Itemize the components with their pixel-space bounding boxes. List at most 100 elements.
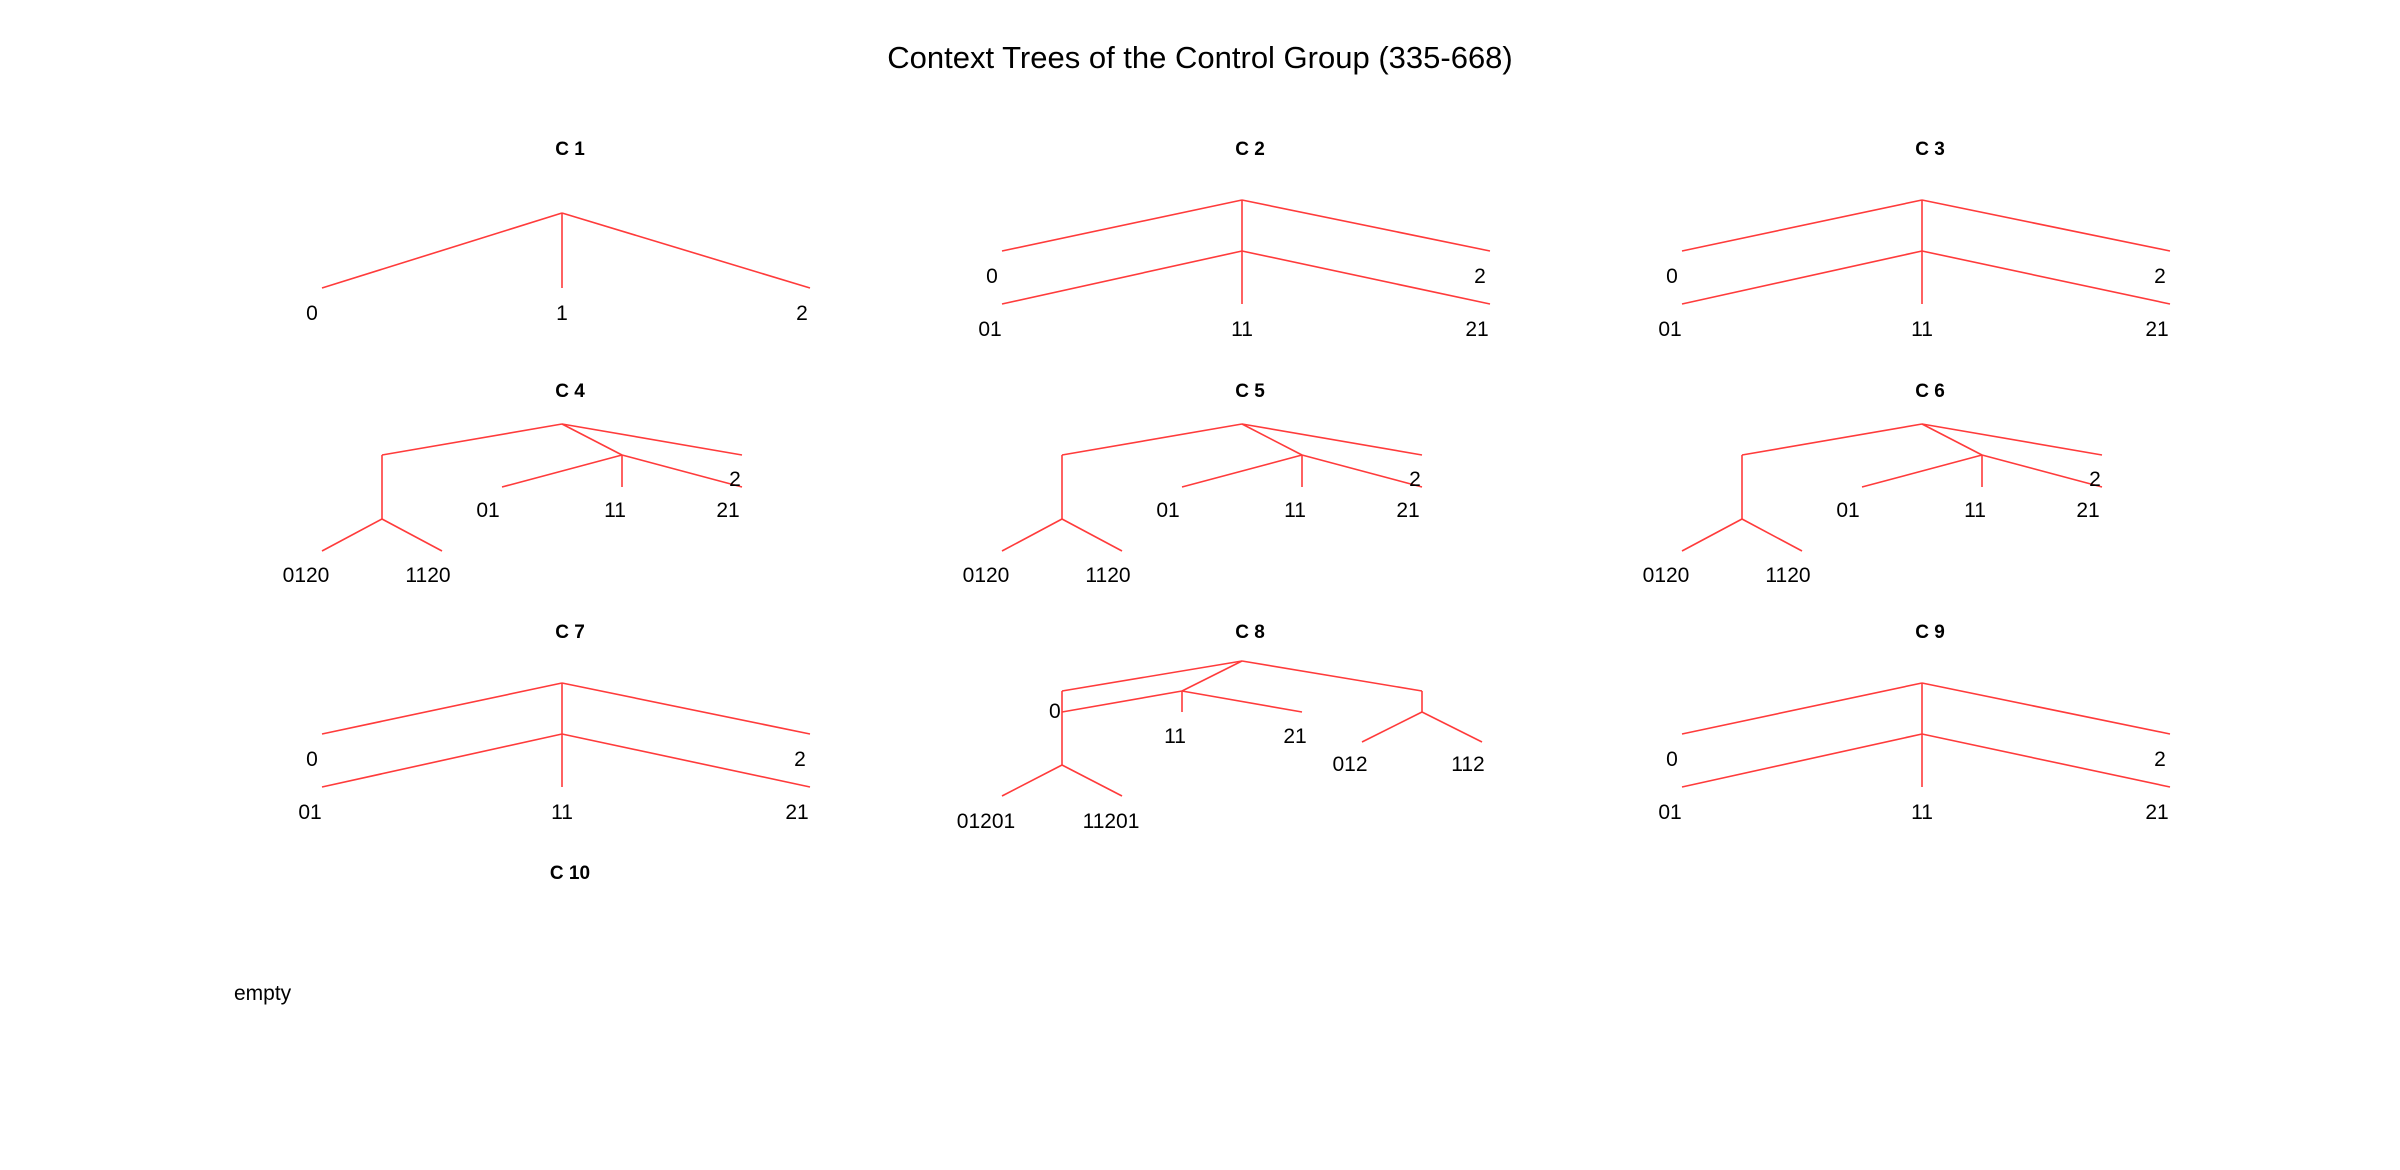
leaf-label-11: 11: [1284, 499, 1306, 522]
leaf-label-01: 01: [1658, 801, 1681, 824]
leaf-label-21: 21: [716, 499, 739, 522]
tree-edge: [321, 518, 383, 552]
leaf-label-0: 0: [306, 302, 318, 325]
leaf-label-01: 01: [978, 318, 1001, 341]
leaf-label-01: 01: [298, 801, 321, 824]
leaf-label-11: 11: [1164, 725, 1186, 748]
leaf-label-21: 21: [1396, 499, 1419, 522]
leaf-label-2: 2: [1474, 265, 1486, 288]
leaf-label-11201: 11201: [1083, 810, 1140, 833]
page-title: Context Trees of the Control Group (335-…: [887, 40, 1513, 75]
tree-edge: [1921, 423, 1983, 456]
tree-edge: [561, 682, 811, 735]
leaf-label-2: 2: [796, 302, 808, 325]
tree-edge: [1241, 660, 1423, 692]
tree-edge: [1241, 423, 1423, 456]
panel-title: C 8: [1235, 622, 1265, 643]
panel-title: C 5: [1235, 381, 1265, 402]
leaf-label-0: 0: [1666, 748, 1678, 771]
tree-edge: [561, 733, 811, 788]
tree-edge: [1241, 423, 1303, 456]
tree-edge: [1241, 250, 1491, 305]
leaf-label-2: 2: [2154, 265, 2166, 288]
empty-tree-note: empty: [234, 982, 292, 1005]
leaf-label-1120: 1120: [1765, 564, 1810, 587]
tree-edge: [1001, 199, 1243, 252]
panel-title: C 7: [555, 622, 585, 643]
tree-edge: [1921, 733, 2171, 788]
leaf-label-21: 21: [785, 801, 808, 824]
panel-title: C 6: [1915, 381, 1945, 402]
leaf-label-11: 11: [604, 499, 626, 522]
leaf-label-11: 11: [1964, 499, 1986, 522]
tree-edge: [1681, 250, 1923, 305]
tree-edge: [381, 423, 563, 456]
leaf-label-1: 1: [556, 302, 568, 325]
tree-edge: [1181, 660, 1243, 692]
leaf-label-01: 01: [1836, 499, 1859, 522]
leaf-label-21: 21: [1283, 725, 1306, 748]
leaf-label-012: 012: [1332, 753, 1367, 776]
leaf-label-11: 11: [1911, 801, 1933, 824]
tree-edge: [561, 212, 811, 289]
leaf-label-112: 112: [1451, 753, 1484, 776]
leaf-label-21: 21: [1465, 318, 1488, 341]
tree-edge: [1421, 711, 1483, 743]
tree-edge: [321, 212, 563, 289]
tree-edge: [1001, 764, 1063, 797]
tree-edge: [1061, 764, 1123, 797]
leaf-label-0: 0: [1049, 700, 1061, 723]
tree-edge: [321, 682, 563, 735]
tree-edge: [381, 518, 443, 552]
tree-edge: [561, 423, 623, 456]
leaf-label-2: 2: [729, 468, 741, 491]
leaf-label-11: 11: [1911, 318, 1933, 341]
tree-edge: [1181, 690, 1303, 713]
panel-title: C 2: [1235, 139, 1265, 160]
leaf-label-0120: 0120: [283, 564, 330, 587]
tree-edge: [1981, 454, 2103, 488]
tree-edge: [1921, 423, 2103, 456]
tree-edge: [1241, 199, 1491, 252]
leaf-label-0120: 0120: [1643, 564, 1690, 587]
panel-title: C 4: [555, 381, 585, 402]
tree-edge: [621, 454, 743, 488]
tree-edge: [1061, 690, 1183, 713]
tree-edge: [1741, 423, 1923, 456]
tree-edge: [1741, 518, 1803, 552]
leaf-label-01: 01: [1658, 318, 1681, 341]
tree-edge: [1921, 682, 2171, 735]
tree-edge: [1061, 423, 1243, 456]
leaf-label-0: 0: [1666, 265, 1678, 288]
leaf-label-11: 11: [1231, 318, 1253, 341]
leaf-label-01201: 01201: [957, 810, 1015, 833]
leaf-label-2: 2: [2154, 748, 2166, 771]
tree-edge: [1361, 711, 1423, 743]
tree-edge: [1861, 454, 1983, 488]
leaf-label-21: 21: [2145, 801, 2168, 824]
tree-edge: [1921, 250, 2171, 305]
panel-title: C 3: [1915, 139, 1945, 160]
tree-edge: [1921, 199, 2171, 252]
tree-edge: [1681, 682, 1923, 735]
leaf-label-1120: 1120: [405, 564, 450, 587]
tree-edge: [1681, 199, 1923, 252]
leaf-label-2: 2: [794, 748, 806, 771]
tree-edge: [321, 733, 563, 788]
leaf-label-2: 2: [2089, 468, 2101, 491]
tree-edge: [1181, 454, 1303, 488]
tree-edge: [1681, 733, 1923, 788]
leaf-label-0: 0: [306, 748, 318, 771]
tree-edge: [1681, 518, 1743, 552]
leaf-label-1120: 1120: [1085, 564, 1130, 587]
leaf-label-01: 01: [476, 499, 499, 522]
leaf-label-2: 2: [1409, 468, 1421, 491]
tree-edge: [1061, 518, 1123, 552]
leaf-label-21: 21: [2145, 318, 2168, 341]
tree-edge: [1061, 660, 1243, 692]
tree-edge: [501, 454, 623, 488]
panel-title: C 9: [1915, 622, 1945, 643]
tree-edge: [1001, 518, 1063, 552]
tree-edge: [561, 423, 743, 456]
